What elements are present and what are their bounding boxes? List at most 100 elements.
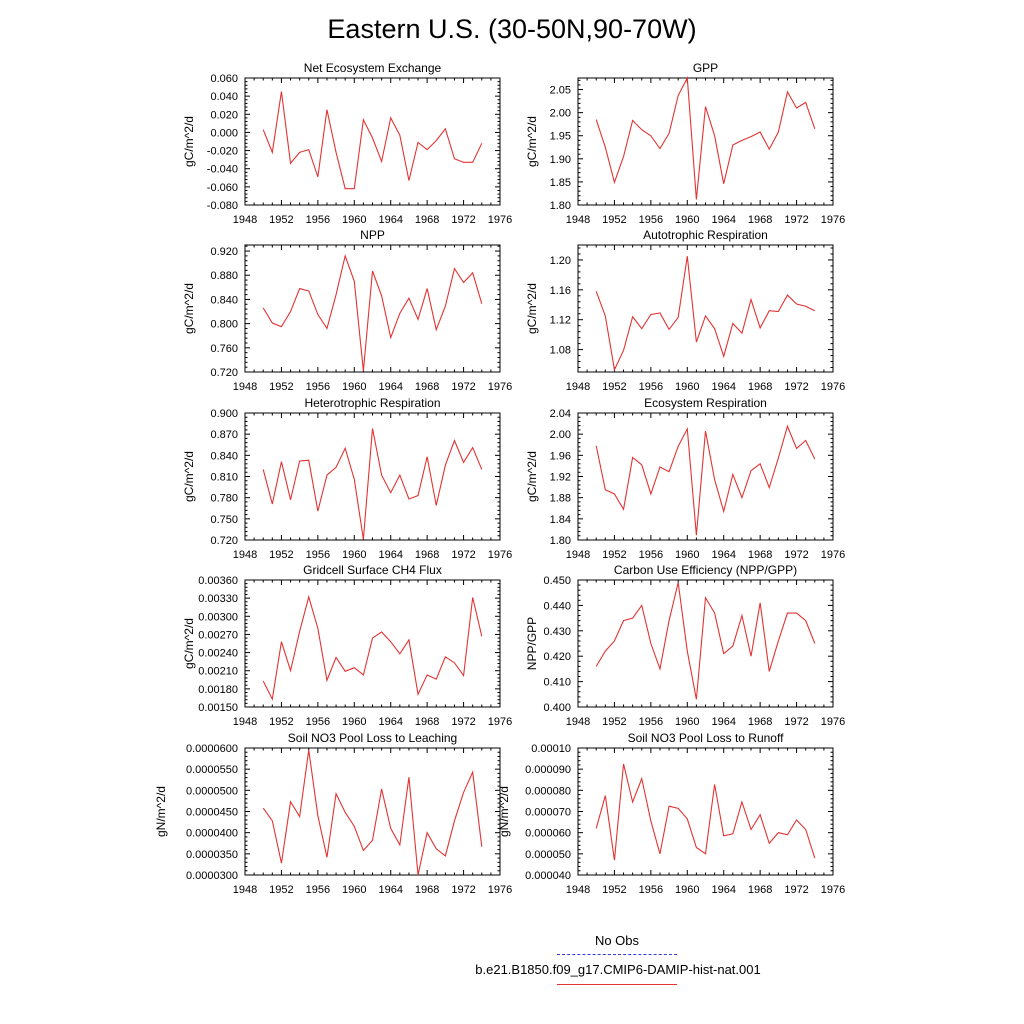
x-tick-label: 1972 (784, 214, 808, 226)
y-tick-label: 0.450 (543, 575, 571, 587)
x-tick-label: 1948 (233, 716, 257, 728)
x-tick-label: 1952 (602, 381, 626, 393)
chart-panel-3: NPP 1948 1952 1956 1960 1964 1968 1972 1976 0.720… (182, 228, 512, 393)
x-tick-label: 1960 (675, 716, 699, 728)
y-tick-label: 2.05 (550, 85, 571, 97)
chart-panel-9: Soil NO3 Pool Loss to Leaching 1948 1952 19… (154, 731, 512, 896)
x-tick-label: 1976 (821, 214, 845, 226)
x-tick-label: 1972 (451, 549, 475, 561)
y-tick-label: 0.0000550 (186, 764, 238, 776)
y-tick-label: 0.0000600 (186, 743, 238, 755)
y-tick-label: 0.750 (210, 514, 238, 526)
x-tick-label: 1972 (451, 214, 475, 226)
y-tick-label: 0.880 (210, 270, 238, 282)
y-tick-label: 0.400 (543, 702, 571, 714)
x-tick-label: 1960 (342, 549, 366, 561)
chart-panel-4: Autotrophic Respiration 1948 1952 1956 1960 1… (525, 228, 845, 393)
x-tick-label: 1960 (675, 549, 699, 561)
x-tick-label: 1964 (378, 884, 402, 896)
y-axis-label: gC/m^2/d (525, 116, 539, 167)
y-tick-label: 0.0000300 (186, 870, 238, 882)
panel-title: Net Ecosystem Exchange (304, 61, 442, 75)
x-tick-label: 1964 (711, 716, 735, 728)
x-tick-label: 1972 (784, 884, 808, 896)
series-line (262, 428, 483, 540)
x-tick-label: 1964 (378, 214, 402, 226)
y-tick-label: 0.440 (543, 600, 571, 612)
y-tick-label: 0.780 (210, 493, 238, 505)
y-tick-label: 0.920 (210, 246, 238, 258)
x-tick-label: 1964 (378, 381, 402, 393)
x-tick-label: 1956 (639, 716, 663, 728)
y-tick-label: 0.720 (210, 367, 238, 379)
x-tick-label: 1952 (602, 716, 626, 728)
y-tick-label: 0.00010 (531, 743, 571, 755)
x-tick-label: 1948 (566, 381, 590, 393)
x-tick-label: 1976 (488, 884, 512, 896)
x-tick-label: 1964 (711, 884, 735, 896)
chart-panel-1: Net Ecosystem Exchange 1948 1952 1956 1960 19… (182, 61, 512, 226)
x-tick-label: 1956 (306, 214, 330, 226)
y-tick-label: 0.000060 (525, 828, 571, 840)
y-axis-label: gC/m^2/d (182, 116, 196, 167)
x-tick-label: 1952 (269, 381, 293, 393)
y-tick-label: 1.85 (550, 177, 571, 189)
series-line (595, 76, 816, 200)
panel-title: Soil NO3 Pool Loss to Runoff (628, 731, 785, 745)
y-tick-label: 0.0000450 (186, 807, 238, 819)
x-tick-label: 1956 (639, 884, 663, 896)
x-tick-label: 1960 (342, 884, 366, 896)
y-tick-label: -0.040 (207, 164, 238, 176)
y-tick-label: 0.760 (210, 343, 238, 355)
x-tick-label: 1960 (675, 381, 699, 393)
x-tick-label: 1976 (821, 884, 845, 896)
x-tick-label: 1972 (784, 716, 808, 728)
x-tick-label: 1976 (821, 716, 845, 728)
panel-title: Autotrophic Respiration (643, 228, 768, 242)
y-tick-label: 0.0000500 (186, 785, 238, 797)
x-tick-label: 1956 (306, 884, 330, 896)
x-tick-label: 1956 (639, 381, 663, 393)
y-tick-label: 0.00270 (198, 629, 238, 641)
plot-frame (244, 747, 501, 876)
x-tick-label: 1976 (488, 381, 512, 393)
plot-frame (244, 244, 501, 373)
y-tick-label: 2.04 (550, 408, 571, 420)
series-line (262, 594, 483, 701)
y-tick-label: 0.00150 (198, 702, 238, 714)
y-tick-label: 0.000080 (525, 785, 571, 797)
y-tick-label: 1.12 (550, 315, 571, 327)
x-tick-label: 1948 (566, 549, 590, 561)
y-tick-label: 0.00330 (198, 593, 238, 605)
x-tick-label: 1968 (415, 549, 439, 561)
y-tick-label: 0.000050 (525, 849, 571, 861)
y-tick-label: 0.0000400 (186, 828, 238, 840)
plot-frame (577, 244, 834, 373)
y-tick-label: 1.90 (550, 154, 571, 166)
panel-title: Ecosystem Respiration (644, 396, 767, 410)
y-tick-label: 1.88 (550, 493, 571, 505)
x-tick-label: 1960 (675, 214, 699, 226)
panel-title: NPP (360, 228, 385, 242)
x-tick-label: 1960 (675, 884, 699, 896)
y-tick-label: 1.96 (550, 450, 571, 462)
y-axis-label: NPP/GPP (525, 617, 539, 670)
x-tick-label: 1948 (233, 884, 257, 896)
x-tick-label: 1964 (378, 716, 402, 728)
y-tick-label: 0.0000350 (186, 849, 238, 861)
x-tick-label: 1964 (711, 214, 735, 226)
x-tick-label: 1976 (821, 381, 845, 393)
y-tick-label: 0.000090 (525, 764, 571, 776)
y-tick-label: 0.000 (210, 127, 238, 139)
x-tick-label: 1948 (233, 214, 257, 226)
y-tick-label: 0.020 (210, 109, 238, 121)
x-tick-label: 1976 (821, 549, 845, 561)
x-tick-label: 1956 (306, 549, 330, 561)
y-tick-label: 0.060 (210, 73, 238, 85)
x-tick-label: 1972 (451, 884, 475, 896)
y-tick-label: 1.16 (550, 285, 571, 297)
y-axis-label: gN/m^2/d (154, 786, 168, 837)
y-tick-label: 1.95 (550, 131, 571, 143)
x-tick-label: 1960 (342, 214, 366, 226)
